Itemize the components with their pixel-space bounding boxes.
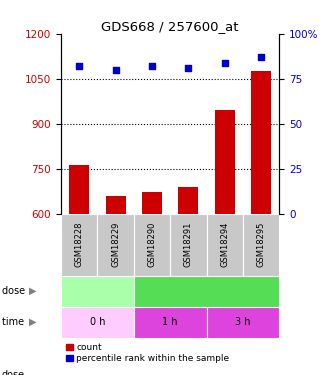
Text: time: time <box>2 317 27 327</box>
Point <box>258 54 264 60</box>
Text: GSM18290: GSM18290 <box>147 222 156 267</box>
Bar <box>61 276 134 307</box>
Bar <box>170 214 206 276</box>
Bar <box>178 187 198 214</box>
Text: GSM18295: GSM18295 <box>256 222 265 267</box>
Bar <box>61 214 97 276</box>
Bar <box>243 214 279 276</box>
Bar <box>251 71 271 214</box>
Text: dose: dose <box>2 370 25 375</box>
Point <box>77 63 82 69</box>
Text: GSM18228: GSM18228 <box>75 222 84 267</box>
Text: GSM18294: GSM18294 <box>220 222 229 267</box>
Text: GSM18229: GSM18229 <box>111 222 120 267</box>
Text: 0 h: 0 h <box>90 317 105 327</box>
Bar <box>134 276 279 307</box>
Text: 1 h: 1 h <box>162 317 178 327</box>
Text: ▶: ▶ <box>29 317 36 327</box>
Text: 3 h: 3 h <box>235 317 251 327</box>
Text: GSM18291: GSM18291 <box>184 222 193 267</box>
Title: GDS668 / 257600_at: GDS668 / 257600_at <box>101 20 239 33</box>
Bar <box>206 214 243 276</box>
Bar <box>134 307 206 338</box>
Point <box>149 63 154 69</box>
Bar <box>61 307 134 338</box>
Point <box>222 60 227 66</box>
Bar <box>206 307 279 338</box>
Bar <box>97 214 134 276</box>
Point <box>113 67 118 73</box>
Bar <box>215 110 235 214</box>
Text: ▶: ▶ <box>29 286 36 296</box>
Bar <box>134 214 170 276</box>
Legend: count, percentile rank within the sample: count, percentile rank within the sample <box>65 342 230 364</box>
Bar <box>69 165 89 214</box>
Point <box>186 65 191 71</box>
Text: dose: dose <box>2 286 28 296</box>
Bar <box>142 192 162 214</box>
Bar <box>106 196 126 214</box>
